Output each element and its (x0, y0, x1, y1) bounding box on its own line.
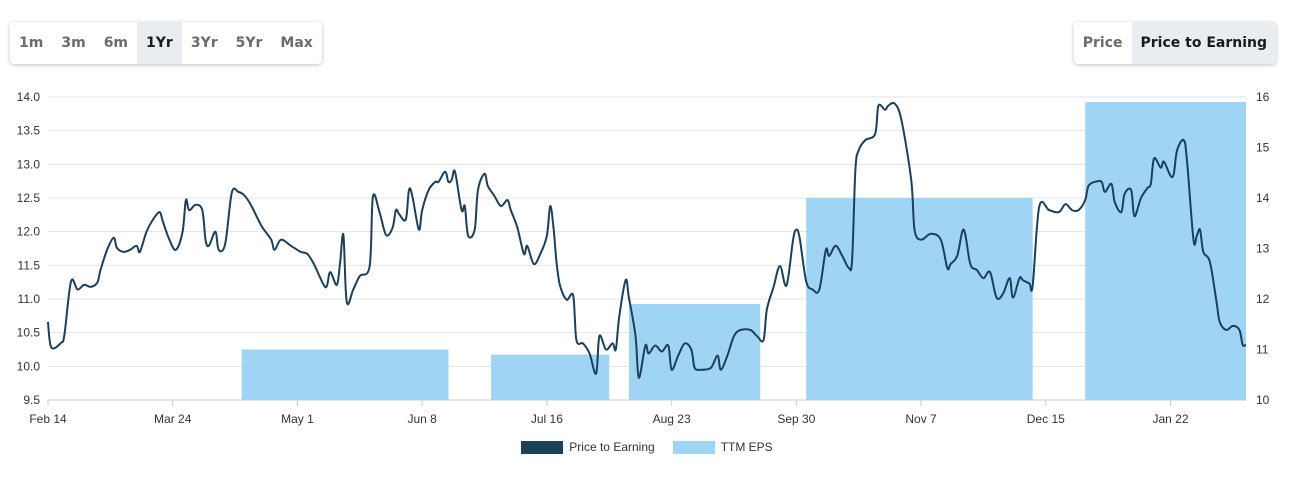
y-right-tick-label: 16 (1256, 90, 1270, 104)
eps-bar[interactable] (806, 198, 1033, 400)
y-right-tick-label: 11 (1256, 343, 1269, 357)
y-left-tick-label: 13.0 (17, 157, 41, 171)
range-button-6m[interactable]: 6m (103, 35, 129, 51)
mode-button-price-to-earning[interactable]: Price to Earning (1131, 22, 1276, 64)
range-button-3m[interactable]: 3m (61, 35, 86, 51)
x-tick-label: Jul 16 (531, 412, 563, 426)
y-left-tick-label: 10.0 (17, 359, 41, 373)
legend-label: Price to Earning (569, 440, 655, 454)
range-button-1m[interactable]: 1m (19, 35, 44, 51)
range-button-5yr[interactable]: 5Yr (235, 35, 263, 51)
x-tick-label: Mar 24 (154, 412, 192, 426)
x-tick-label: Jan 22 (1152, 412, 1188, 426)
range-button-1yr[interactable]: 1Yr (137, 22, 182, 64)
pe-line[interactable] (47, 101, 1247, 379)
y-left-tick-label: 14.0 (17, 90, 41, 104)
eps-bar[interactable] (241, 349, 449, 401)
y-left-tick-label: 13.5 (17, 124, 41, 138)
y-right-tick-label: 10 (1256, 393, 1270, 407)
y-right-tick-label: 15 (1256, 141, 1270, 155)
legend-item-eps[interactable]: TTM EPS (672, 440, 773, 454)
x-tick-label: May 1 (281, 412, 314, 426)
y-left-tick-label: 12.5 (17, 191, 41, 205)
legend-swatch-line (521, 440, 564, 454)
y-left-tick-label: 12.0 (17, 225, 41, 239)
y-left-tick-label: 10.5 (17, 326, 41, 340)
x-tick-label: Sep 30 (777, 412, 815, 426)
eps-bar[interactable] (1085, 102, 1246, 401)
y-left-tick-label: 11.5 (18, 258, 41, 272)
x-tick-label: Dec 15 (1027, 412, 1065, 426)
y-left-tick-label: 11.0 (18, 292, 41, 306)
legend: Price to Earning TTM EPS (0, 440, 1294, 454)
range-button-3yr[interactable]: 3Yr (190, 35, 218, 51)
x-tick-label: Jun 8 (407, 412, 437, 426)
eps-bar[interactable] (491, 354, 610, 400)
legend-item-pe[interactable]: Price to Earning (521, 440, 655, 454)
y-right-tick-label: 14 (1256, 191, 1270, 205)
y-right-tick-label: 12 (1256, 292, 1270, 306)
y-left-tick-label: 9.5 (23, 393, 40, 407)
chart-mode-selector: Price Price to Earning (1073, 22, 1276, 64)
legend-swatch-bar (672, 440, 715, 454)
x-tick-label: Aug 23 (653, 412, 691, 426)
time-range-selector: 1m 3m 6m 1Yr 3Yr 5Yr Max (10, 22, 322, 64)
x-tick-label: Nov 7 (905, 412, 937, 426)
x-tick-label: Feb 14 (29, 412, 67, 426)
legend-label: TTM EPS (720, 440, 773, 454)
range-button-max[interactable]: Max (280, 35, 313, 51)
y-right-tick-label: 13 (1256, 242, 1270, 256)
mode-button-price[interactable]: Price (1082, 35, 1123, 51)
